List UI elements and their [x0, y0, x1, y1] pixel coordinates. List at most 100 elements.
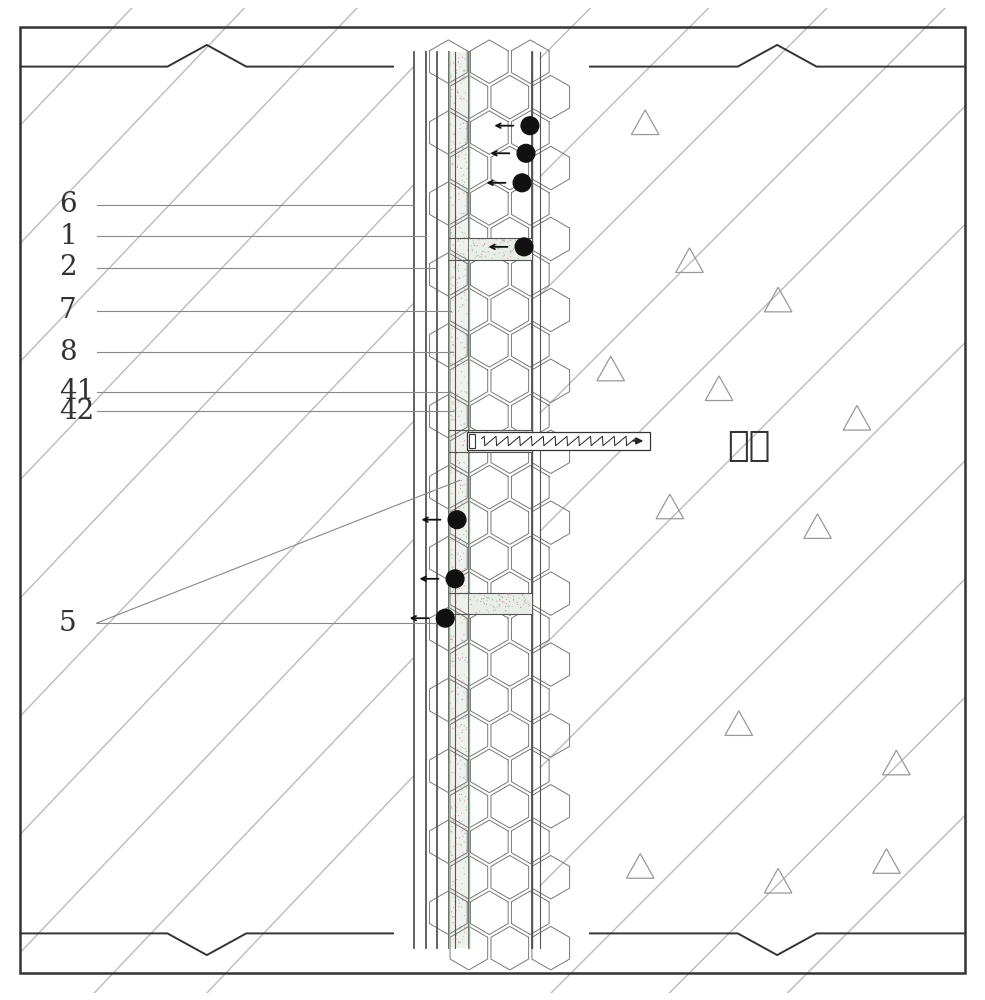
- Point: [450, 83, 466, 99]
- Point: [447, 168, 463, 184]
- Point: [447, 909, 463, 925]
- Point: [452, 219, 468, 235]
- Text: 7: 7: [59, 297, 77, 324]
- Point: [474, 429, 490, 445]
- Point: [456, 627, 472, 643]
- Point: [499, 437, 515, 453]
- Point: [492, 592, 508, 608]
- Point: [502, 586, 518, 602]
- Point: [458, 523, 474, 539]
- Point: [500, 586, 516, 602]
- Point: [488, 437, 503, 453]
- Point: [485, 425, 500, 441]
- Point: [457, 231, 473, 247]
- Point: [465, 242, 481, 258]
- Point: [445, 915, 461, 931]
- Point: [442, 373, 458, 389]
- Point: [450, 280, 466, 296]
- Point: [448, 444, 464, 460]
- Point: [473, 593, 489, 609]
- Point: [448, 585, 464, 601]
- Point: [447, 890, 463, 906]
- Point: [457, 610, 473, 626]
- Point: [448, 188, 464, 204]
- Point: [451, 707, 467, 723]
- Point: [455, 140, 471, 156]
- Point: [520, 242, 536, 258]
- Point: [443, 813, 459, 829]
- Point: [457, 866, 473, 882]
- Point: [457, 384, 473, 400]
- Point: [452, 769, 468, 785]
- Point: [444, 904, 460, 920]
- Point: [458, 649, 474, 665]
- Point: [492, 597, 507, 613]
- Point: [450, 580, 466, 596]
- Point: [459, 654, 475, 670]
- Point: [454, 495, 470, 511]
- Point: [444, 81, 460, 97]
- Point: [450, 545, 466, 561]
- Point: [451, 500, 467, 516]
- Point: [457, 854, 473, 870]
- Point: [489, 593, 504, 609]
- Point: [467, 237, 483, 253]
- Point: [445, 348, 461, 364]
- Bar: [469, 434, 475, 448]
- Point: [476, 238, 492, 254]
- Point: [456, 771, 472, 787]
- Point: [444, 486, 460, 502]
- Point: [450, 243, 466, 259]
- Point: [444, 479, 460, 495]
- Point: [450, 357, 466, 373]
- Point: [450, 508, 466, 524]
- Point: [460, 760, 476, 776]
- Point: [470, 440, 486, 456]
- Point: [492, 598, 507, 614]
- Point: [444, 532, 460, 548]
- Point: [518, 595, 534, 611]
- Point: [456, 417, 472, 433]
- Point: [444, 460, 460, 476]
- Point: [487, 246, 502, 262]
- Point: [453, 899, 469, 915]
- Point: [452, 510, 468, 526]
- Point: [508, 236, 524, 252]
- Point: [454, 777, 470, 793]
- Text: 1: 1: [59, 223, 77, 250]
- Point: [449, 209, 465, 225]
- Point: [454, 298, 470, 314]
- Point: [490, 432, 505, 448]
- Point: [457, 281, 473, 297]
- Point: [509, 235, 525, 251]
- Point: [459, 62, 475, 78]
- Point: [448, 213, 464, 229]
- Point: [445, 683, 461, 699]
- Point: [485, 592, 500, 608]
- Point: [453, 609, 469, 625]
- Point: [450, 275, 466, 291]
- Point: [511, 231, 527, 247]
- Point: [445, 396, 461, 412]
- Point: [453, 116, 469, 132]
- Point: [444, 632, 460, 648]
- Point: [483, 428, 498, 444]
- Point: [447, 108, 463, 124]
- Point: [456, 185, 472, 201]
- Point: [444, 542, 460, 558]
- Point: [459, 385, 475, 401]
- Point: [511, 590, 527, 606]
- Point: [456, 611, 472, 627]
- Point: [500, 587, 516, 603]
- Point: [453, 160, 469, 176]
- Point: [456, 821, 472, 837]
- Point: [457, 134, 473, 150]
- Point: [456, 455, 472, 471]
- Point: [447, 118, 463, 134]
- Point: [498, 603, 514, 619]
- Point: [458, 721, 474, 737]
- Point: [450, 741, 466, 757]
- Point: [455, 70, 471, 86]
- Point: [520, 594, 536, 610]
- Point: [443, 573, 459, 589]
